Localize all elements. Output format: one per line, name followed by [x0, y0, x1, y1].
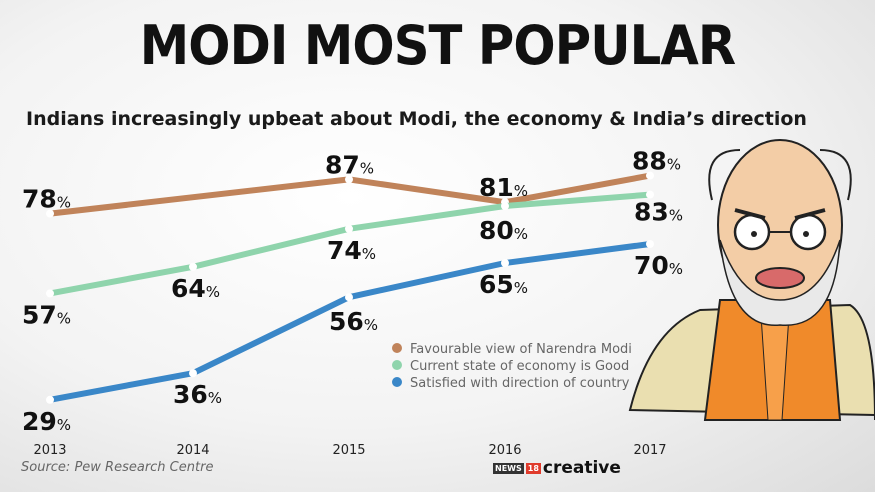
x-tick-label: 2017 — [633, 443, 666, 458]
legend-entry: Favourable view of Narendra Modi — [410, 342, 632, 357]
x-tick-label: 2015 — [332, 443, 365, 458]
legend-swatch — [392, 377, 402, 387]
data-point — [46, 395, 54, 404]
data-point — [501, 202, 509, 210]
data-label: 29% — [22, 407, 71, 436]
legend-entry: Satisfied with direction of country — [410, 376, 630, 391]
series-0: 78% 87% 81% 88% — [22, 147, 681, 218]
series-2: 29% 36% 56% 65% 70% — [22, 240, 683, 436]
legend-swatch — [392, 360, 402, 370]
data-point — [646, 190, 654, 199]
data-label: 56% — [329, 307, 378, 336]
chart-subtitle: Indians increasingly upbeat about Modi, … — [26, 108, 807, 130]
data-point — [646, 171, 654, 180]
data-label: 80% — [479, 216, 528, 245]
data-point — [46, 289, 54, 298]
data-label: 70% — [634, 251, 683, 280]
x-tick-label: 2014 — [176, 443, 209, 458]
data-label: 74% — [327, 236, 376, 265]
news18-creative-logo: NEWS 18 creative — [493, 458, 621, 478]
source-note: Source: Pew Research Centre — [21, 460, 214, 475]
data-point — [189, 369, 197, 378]
data-label: 87% — [325, 150, 374, 179]
x-tick-label: 2013 — [33, 443, 66, 458]
data-label: 64% — [171, 274, 220, 303]
data-point — [345, 175, 353, 184]
brand-18: 18 — [525, 462, 541, 474]
data-label: 78% — [22, 185, 71, 214]
data-label: 65% — [479, 270, 528, 299]
brand-news: NEWS — [493, 462, 524, 474]
page-title: MODI MOST POPULAR — [139, 14, 736, 77]
data-point — [345, 293, 353, 302]
data-point — [189, 262, 197, 271]
data-label: 57% — [22, 300, 71, 329]
brand-creative: creative — [542, 458, 621, 478]
data-point — [46, 209, 54, 218]
data-label: 36% — [173, 380, 222, 409]
data-point — [345, 224, 353, 233]
data-label: 88% — [632, 147, 681, 176]
series-line — [49, 172, 651, 217]
data-point — [646, 240, 654, 248]
series-1: 57% 64% 74% 80% 83% — [22, 190, 683, 329]
legend-swatch — [392, 343, 402, 353]
data-point — [501, 259, 509, 267]
data-label: 81% — [479, 173, 528, 202]
legend-entry: Current state of economy is Good — [410, 359, 629, 374]
modi-caricature-illustration — [628, 139, 875, 421]
x-tick-label: 2016 — [488, 443, 521, 458]
data-label: 83% — [634, 198, 683, 227]
